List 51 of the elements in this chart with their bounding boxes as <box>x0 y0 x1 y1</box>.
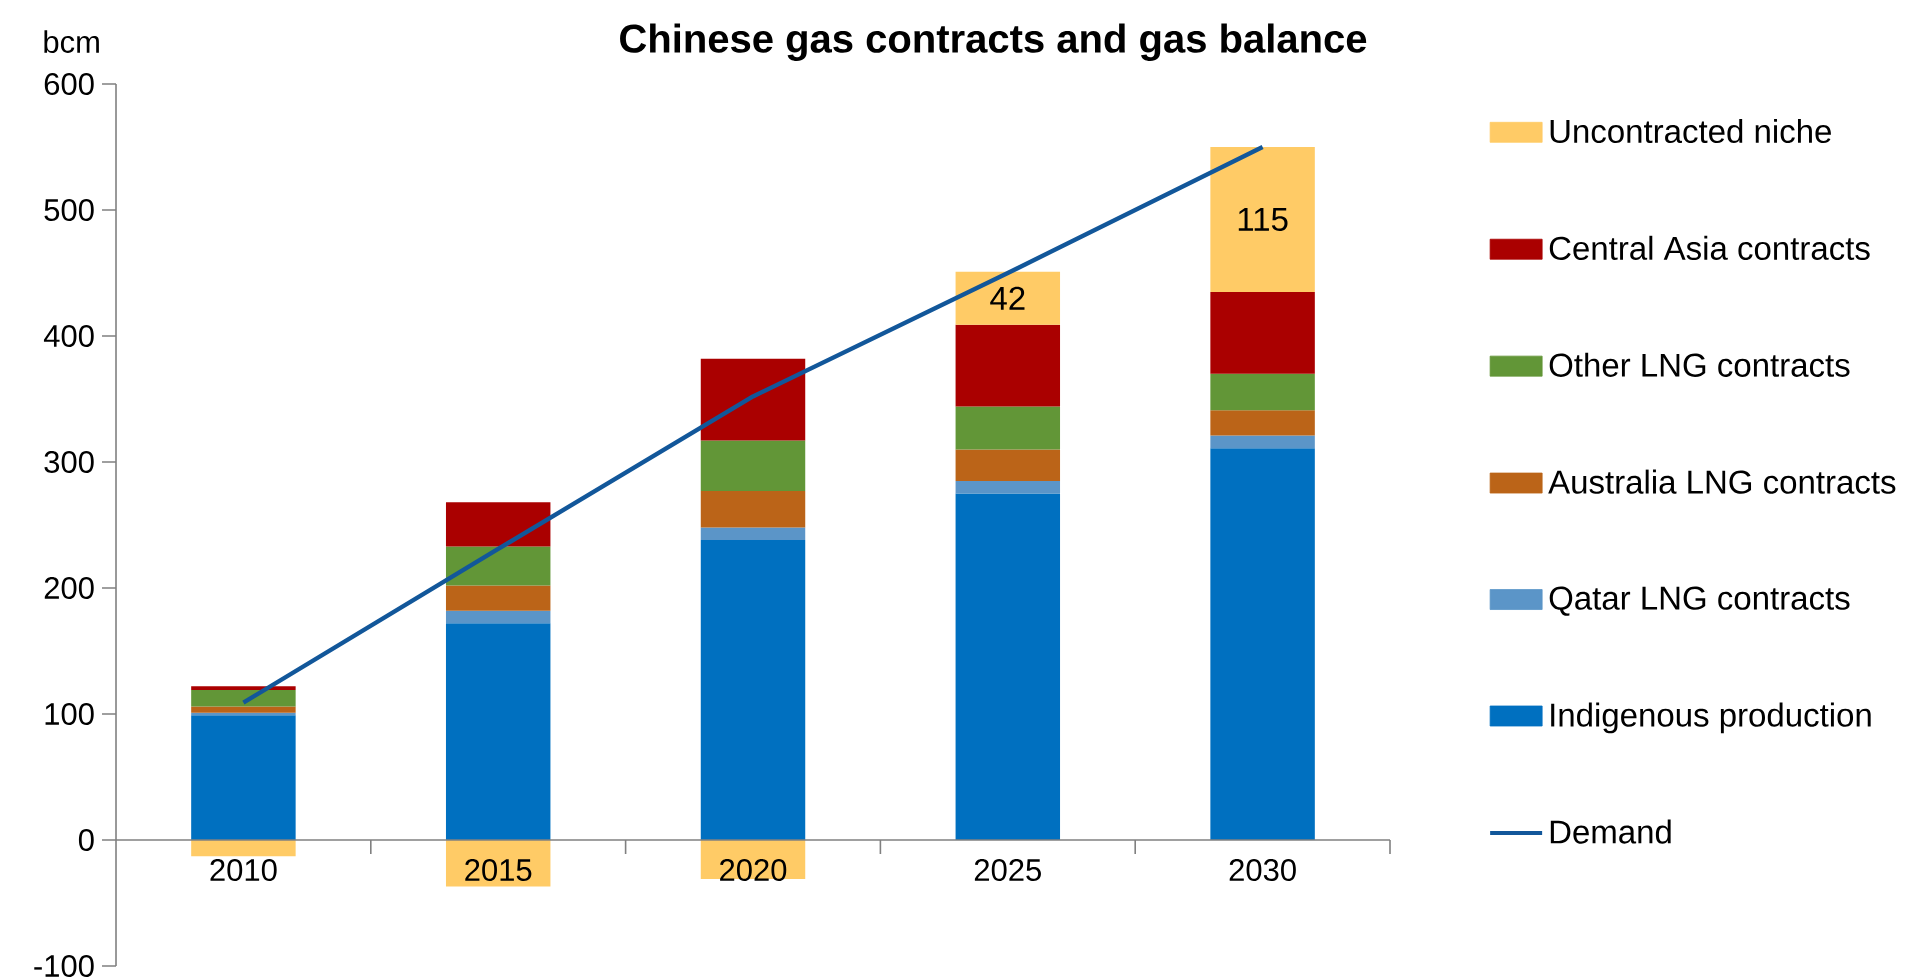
bar <box>955 271 1061 325</box>
bar <box>955 449 1061 481</box>
y-tick-label: 500 <box>44 199 94 221</box>
bar <box>191 715 296 840</box>
bar <box>1210 373 1315 411</box>
x-tick-label: 2030 <box>1229 859 1296 882</box>
bar <box>955 324 1061 407</box>
bar <box>445 623 551 840</box>
legend-label: Qatar LNG contracts <box>1549 586 1850 616</box>
legend-label: Indigenous production <box>1551 702 1871 734</box>
y-tick-label: 0 <box>78 829 94 851</box>
data-label: 115 <box>1238 207 1288 231</box>
bar <box>700 358 806 441</box>
y-tick-label: 400 <box>43 325 94 347</box>
bar <box>955 480 1061 494</box>
bar <box>1210 146 1315 292</box>
bar <box>1210 291 1315 374</box>
bar <box>700 527 806 541</box>
legend-label: Central Asia contracts <box>1549 235 1870 260</box>
bar <box>700 540 806 840</box>
x-tick-label: 2020 <box>720 859 787 882</box>
bar <box>700 490 806 528</box>
bar <box>955 493 1061 840</box>
bar <box>191 690 296 707</box>
y-tick-label: 300 <box>44 451 94 473</box>
bar <box>445 502 551 547</box>
bar <box>1210 435 1315 449</box>
bar <box>445 610 551 624</box>
legend-label: Uncontracted niche <box>1550 118 1831 144</box>
legend-label: Other LNG contracts <box>1549 352 1850 377</box>
bar <box>191 686 296 691</box>
data-label: 42 <box>990 286 1025 310</box>
y-tick-label: 600 <box>44 73 94 95</box>
chart-title: Chinese gas contracts and gas balance <box>620 23 1367 61</box>
legend-label: Demand <box>1550 819 1671 844</box>
x-tick-label: 2010 <box>210 859 277 882</box>
x-tick-label: 2015 <box>465 859 532 882</box>
legend-label: Australia LNG contracts <box>1548 469 1896 494</box>
y-tick-label: -100 <box>34 955 94 977</box>
y-tick-label: 200 <box>44 577 94 599</box>
x-tick-label: 2025 <box>974 859 1041 882</box>
bar <box>191 706 296 713</box>
bar <box>955 406 1061 450</box>
bar <box>191 839 296 857</box>
bar <box>445 585 551 611</box>
bar <box>445 546 551 586</box>
bar <box>1210 410 1315 436</box>
y-tick-label: 100 <box>45 703 94 725</box>
bar <box>700 440 806 491</box>
y-axis-title: bcm <box>44 30 99 53</box>
bar <box>1210 448 1315 840</box>
